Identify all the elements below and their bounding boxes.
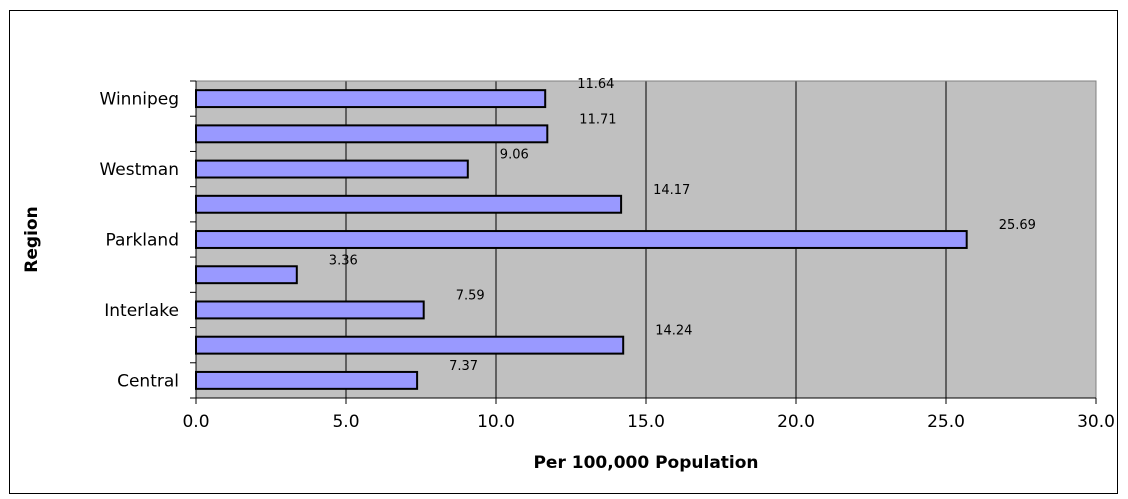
y-axis-title: Region xyxy=(22,206,42,272)
x-axis-title: Per 100,000 Population xyxy=(533,453,758,473)
x-tick-label: 0.0 xyxy=(182,412,209,432)
bar-chart: 11.64 11.71 9.06 14.17 25.69 3.36 7.59 14.24 7.3… xyxy=(22,77,1115,473)
bar xyxy=(195,300,425,320)
y-tick-label: Interlake xyxy=(104,301,179,321)
y-tick-label: Parkland xyxy=(106,231,179,251)
bar xyxy=(195,335,625,355)
bar xyxy=(195,370,419,390)
data-label: 14.24 xyxy=(655,324,692,339)
x-tick-label: 5.0 xyxy=(332,412,359,432)
data-label: 9.06 xyxy=(500,148,529,163)
chart-frame: 11.64 11.71 9.06 14.17 25.69 3.36 7.59 14.24 7.3… xyxy=(9,10,1118,494)
bar xyxy=(195,230,968,249)
y-tick-label: Westman xyxy=(99,160,179,180)
x-tick-label: 15.0 xyxy=(627,412,665,432)
bar xyxy=(195,194,623,214)
data-label: 7.37 xyxy=(449,359,478,374)
bar xyxy=(195,265,298,285)
data-label: 7.59 xyxy=(456,288,485,303)
x-tick-label: 20.0 xyxy=(777,412,815,432)
y-tick-label: Winnipeg xyxy=(100,90,179,110)
data-label: 14.17 xyxy=(653,183,690,198)
x-tick-label: 25.0 xyxy=(927,412,965,432)
data-label: 25.69 xyxy=(999,218,1036,233)
y-tick-label: Central xyxy=(117,371,179,391)
x-tick-label: 10.0 xyxy=(477,412,515,432)
data-label: 11.71 xyxy=(579,112,616,127)
bar xyxy=(195,89,547,109)
bar xyxy=(195,159,469,179)
x-tick-label: 30.0 xyxy=(1077,412,1115,432)
data-label: 3.36 xyxy=(329,253,358,268)
bar xyxy=(195,124,549,144)
data-label: 11.64 xyxy=(577,77,614,92)
